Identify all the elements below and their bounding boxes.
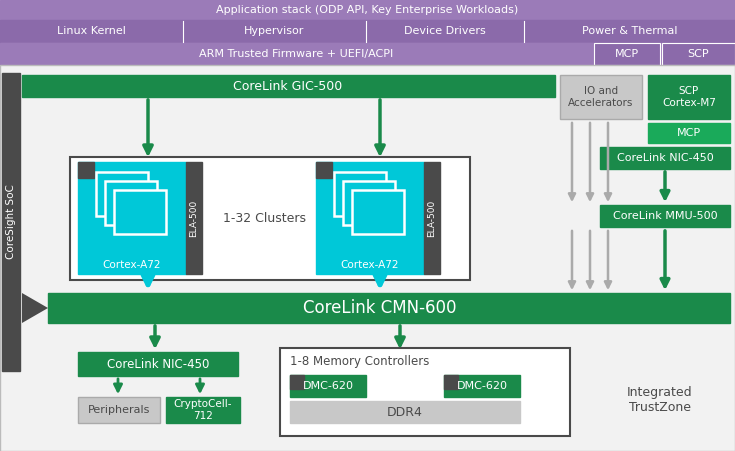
Bar xyxy=(96,172,148,216)
Text: DMC-620: DMC-620 xyxy=(456,381,507,391)
Text: CoreLink NIC-450: CoreLink NIC-450 xyxy=(107,358,209,371)
Text: CoreLink GIC-500: CoreLink GIC-500 xyxy=(234,79,343,92)
Text: Device Drivers: Device Drivers xyxy=(404,27,486,37)
Bar xyxy=(594,43,660,65)
Text: Cortex-A72: Cortex-A72 xyxy=(341,260,399,270)
Text: MCP: MCP xyxy=(615,49,639,59)
Bar xyxy=(105,181,157,225)
Bar xyxy=(78,352,238,376)
Text: DDR4: DDR4 xyxy=(387,405,423,419)
Bar xyxy=(648,75,730,119)
Bar xyxy=(78,162,94,178)
Text: ARM Trusted Firmware + UEFI/ACPI: ARM Trusted Firmware + UEFI/ACPI xyxy=(199,49,393,59)
Text: Hypervisor: Hypervisor xyxy=(244,27,305,37)
Bar xyxy=(22,75,555,97)
Bar xyxy=(444,375,520,397)
Text: Power & Thermal: Power & Thermal xyxy=(581,27,677,37)
Text: CoreLink MMU-500: CoreLink MMU-500 xyxy=(613,211,717,221)
Text: 1-32 Clusters: 1-32 Clusters xyxy=(223,212,306,225)
Text: Application stack (ODP API, Key Enterprise Workloads): Application stack (ODP API, Key Enterpri… xyxy=(216,5,518,15)
Bar xyxy=(648,123,730,143)
Bar xyxy=(352,190,404,234)
Bar xyxy=(186,162,202,274)
Text: Cortex-A72: Cortex-A72 xyxy=(103,260,161,270)
Text: MCP: MCP xyxy=(677,128,701,138)
Bar xyxy=(2,73,20,371)
Bar xyxy=(424,162,440,274)
Text: Integrated
TrustZone: Integrated TrustZone xyxy=(627,386,693,414)
Polygon shape xyxy=(22,293,48,323)
Bar xyxy=(600,147,730,169)
Text: CoreSight SoC: CoreSight SoC xyxy=(6,184,16,259)
Text: ELA-500: ELA-500 xyxy=(190,199,198,237)
Bar xyxy=(78,397,160,423)
Text: CoreLink CMN-600: CoreLink CMN-600 xyxy=(304,299,456,317)
Bar xyxy=(0,65,735,451)
Bar xyxy=(316,162,424,274)
Bar xyxy=(290,375,366,397)
Text: IO and
Accelerators: IO and Accelerators xyxy=(568,86,634,108)
Text: ELA-500: ELA-500 xyxy=(428,199,437,237)
Bar xyxy=(334,172,386,216)
Text: CryptoCell-
712: CryptoCell- 712 xyxy=(173,399,232,421)
Bar xyxy=(0,43,735,65)
Text: Linux Kernel: Linux Kernel xyxy=(57,27,126,37)
Bar xyxy=(280,348,570,436)
Bar xyxy=(78,162,186,274)
Bar xyxy=(114,190,166,234)
Bar xyxy=(0,20,735,43)
Text: Peripherals: Peripherals xyxy=(87,405,150,415)
Bar xyxy=(166,397,240,423)
Text: SCP
Cortex-M7: SCP Cortex-M7 xyxy=(662,86,716,108)
Bar xyxy=(290,401,520,423)
Bar xyxy=(444,375,458,389)
Bar xyxy=(290,375,304,389)
Text: 1-8 Memory Controllers: 1-8 Memory Controllers xyxy=(290,355,430,368)
Bar xyxy=(48,293,730,323)
Text: DMC-620: DMC-620 xyxy=(303,381,354,391)
Text: CoreLink NIC-450: CoreLink NIC-450 xyxy=(617,153,714,163)
Text: SCP: SCP xyxy=(687,49,709,59)
Bar xyxy=(70,157,470,280)
Bar xyxy=(662,43,735,65)
Bar xyxy=(316,162,332,178)
Bar xyxy=(600,205,730,227)
Bar xyxy=(343,181,395,225)
Bar xyxy=(0,0,735,20)
Bar xyxy=(0,43,592,65)
Bar xyxy=(560,75,642,119)
